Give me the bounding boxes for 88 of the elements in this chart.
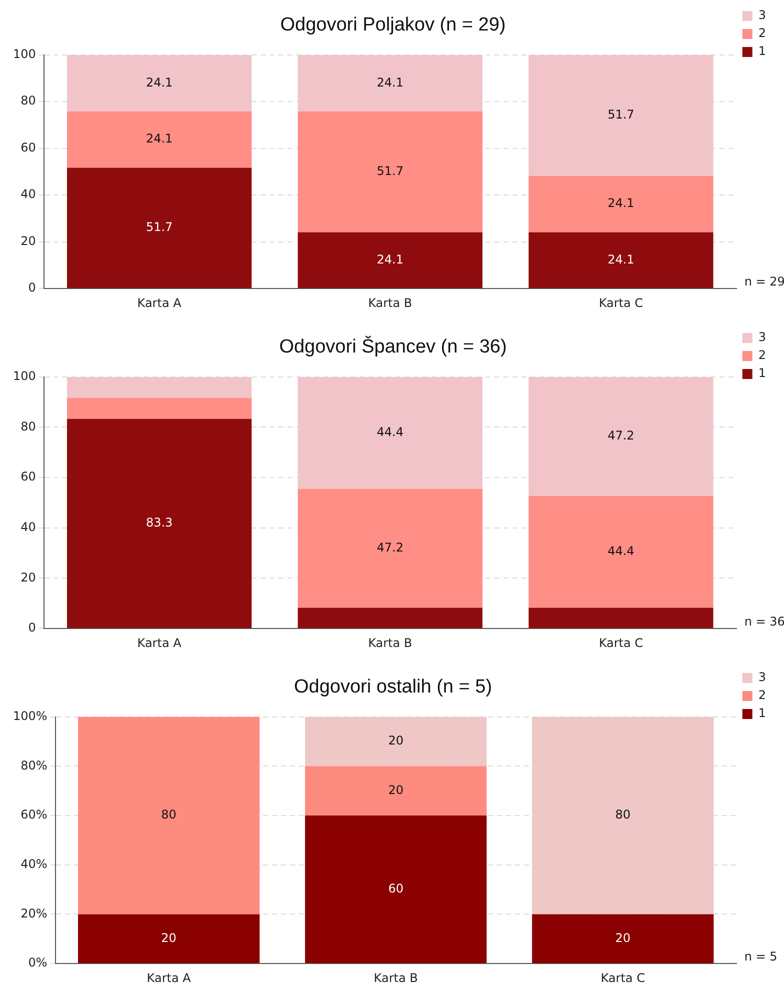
bar	[78, 914, 260, 964]
data-label: 24.1	[608, 252, 634, 266]
data-label: 51.7	[146, 220, 173, 234]
bar	[528, 377, 714, 496]
data-label: 51.7	[608, 108, 634, 122]
bar	[66, 377, 252, 398]
x-tick-label: Karta B	[368, 296, 412, 310]
bar	[532, 914, 714, 964]
chart-title: Odgovori Špancev (n = 36)	[279, 336, 507, 358]
y-tick-label: 60	[20, 470, 36, 484]
data-label: 80	[161, 808, 176, 822]
x-tick-label: Karta A	[146, 970, 192, 985]
y-tick-label: 40	[20, 187, 36, 202]
legend-label: 3	[758, 670, 766, 684]
y-tick-label: 100	[13, 46, 36, 61]
text: n = 5	[744, 950, 778, 964]
chart-title: Odgovori ostalih (n = 5)	[294, 676, 492, 698]
data-label: 20	[161, 930, 176, 945]
text: n = 29	[744, 274, 784, 289]
x-tick-label: Karta B	[374, 970, 418, 985]
data-label: 47.2	[608, 428, 634, 443]
bar	[305, 816, 487, 964]
legend-label: 2	[758, 688, 766, 702]
data-label: 24.1	[608, 196, 634, 210]
bar	[528, 496, 714, 608]
y-tick-label: 20	[20, 570, 36, 584]
x-tick-label: Karta A	[137, 636, 182, 650]
bar	[78, 716, 260, 914]
bar	[298, 232, 482, 288]
data-label: 44.4	[376, 425, 404, 440]
data-label: 24.1	[376, 252, 404, 266]
data-label: 44.4	[608, 544, 634, 558]
x-tick-label: Karta C	[600, 970, 645, 985]
bar	[66, 418, 252, 628]
legend-label: 2	[758, 348, 766, 362]
data-label: 24.1	[376, 75, 404, 90]
x-tick-label: Karta B	[368, 636, 412, 650]
y-tick-label: 80	[20, 419, 36, 434]
legend-label: 1	[758, 366, 766, 380]
data-label: 51.7	[376, 164, 404, 178]
y-tick-label: 0	[28, 620, 36, 635]
data-label: 47.2	[376, 540, 404, 554]
bar	[528, 55, 714, 176]
y-tick-label: 0%	[28, 956, 48, 970]
y-tick-label: 80%	[20, 758, 48, 772]
bar	[528, 232, 714, 288]
bar	[528, 176, 714, 232]
data-label: 20	[388, 782, 404, 797]
data-label: 80	[615, 808, 630, 822]
bar	[298, 608, 482, 628]
data-label: 24.1	[146, 75, 173, 90]
bar	[66, 55, 252, 112]
x-tick-label: Karta C	[598, 296, 644, 310]
bar	[305, 766, 487, 816]
text: n = 36	[744, 614, 784, 629]
bar	[528, 608, 714, 628]
legend-label: 1	[758, 706, 766, 720]
y-tick-label: 20%	[20, 906, 48, 920]
data-label: 20	[388, 734, 404, 748]
y-tick-label: 40%	[20, 857, 48, 872]
y-tick-label: 60%	[20, 808, 48, 822]
y-tick-label: 20	[20, 234, 36, 248]
y-tick-label: 100%	[12, 708, 48, 723]
bar	[66, 398, 252, 419]
bar	[532, 716, 714, 914]
y-tick-label: 60	[20, 140, 36, 154]
legend-label: 2	[758, 26, 766, 40]
bar	[66, 111, 252, 168]
bar	[298, 488, 482, 608]
x-tick-label: Karta C	[598, 636, 644, 650]
data-label: 60	[388, 881, 404, 896]
data-label: 20	[615, 930, 630, 945]
legend-label: 3	[758, 8, 766, 22]
bar	[298, 377, 482, 489]
x-tick-label: Karta A	[137, 296, 182, 310]
data-label: 24.1	[146, 132, 173, 146]
data-label: 83.3	[146, 516, 173, 530]
y-tick-label: 40	[20, 520, 36, 534]
bar	[298, 55, 482, 112]
bar	[305, 716, 487, 766]
y-tick-label: 80	[20, 94, 36, 108]
legend-label: 3	[758, 330, 766, 344]
bar	[66, 168, 252, 288]
bar	[298, 111, 482, 232]
chart-title: Odgovori Poljakov (n = 29)	[280, 14, 506, 36]
y-tick-label: 100	[13, 368, 36, 383]
legend-label: 1	[758, 44, 766, 58]
y-tick-label: 0	[28, 280, 36, 295]
